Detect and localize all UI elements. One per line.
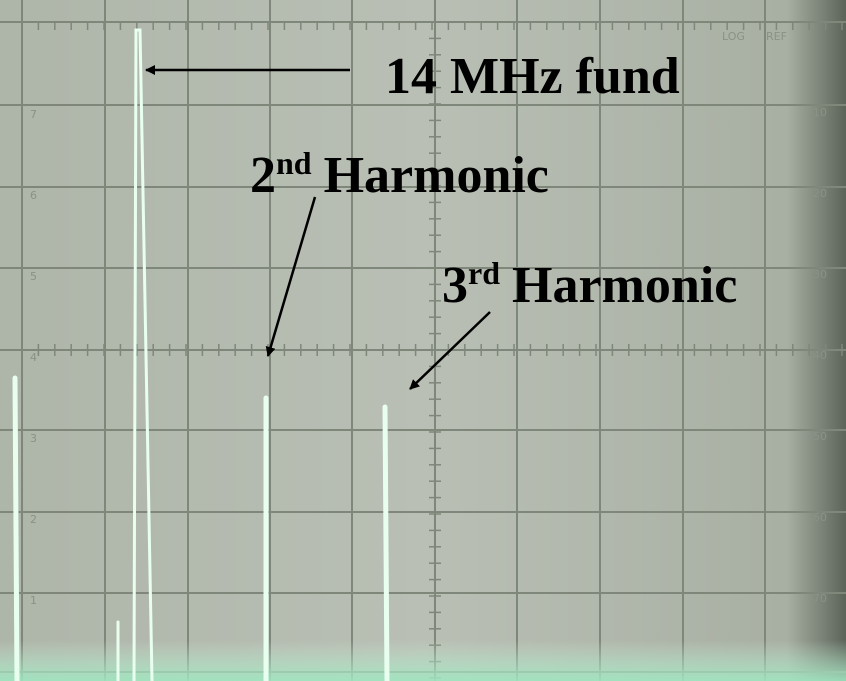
left-scale-label: 7 bbox=[30, 108, 37, 121]
ordinal: 3 bbox=[442, 257, 468, 314]
spectrum-photo: 7 6 5 4 3 2 1 -10 -20 -30 -40 -50 -60 -70 LOG REF 14 … bbox=[0, 0, 846, 681]
ordinal: 2 bbox=[250, 147, 276, 204]
left-scale-label: 4 bbox=[30, 351, 37, 364]
left-scale-label: 2 bbox=[30, 513, 37, 526]
right-scale-label: -50 bbox=[809, 430, 827, 443]
noise-floor bbox=[0, 640, 846, 681]
right-scale-label: -10 bbox=[809, 106, 827, 119]
log-label: LOG bbox=[722, 30, 745, 43]
right-scale-label: -30 bbox=[809, 268, 827, 281]
right-scale-label: -20 bbox=[809, 187, 827, 200]
left-scale-label: 1 bbox=[30, 594, 37, 607]
label-text: Harmonic bbox=[324, 147, 549, 204]
fundamental-label: 14 MHz fund bbox=[385, 48, 680, 105]
right-scale-label: -70 bbox=[809, 592, 827, 605]
left-scale-label: 3 bbox=[30, 432, 37, 445]
ref-label: REF bbox=[766, 30, 787, 43]
third-harmonic-trace bbox=[385, 407, 387, 681]
ordinal-suffix: rd bbox=[468, 255, 500, 291]
label-text: Harmonic bbox=[512, 257, 737, 314]
ordinal-suffix: nd bbox=[276, 145, 312, 181]
right-scale-label: -60 bbox=[809, 511, 827, 524]
zero-trace bbox=[15, 378, 17, 681]
left-scale-label: 6 bbox=[30, 189, 37, 202]
right-scale-label: -40 bbox=[809, 349, 827, 362]
left-scale-label: 5 bbox=[30, 270, 37, 283]
